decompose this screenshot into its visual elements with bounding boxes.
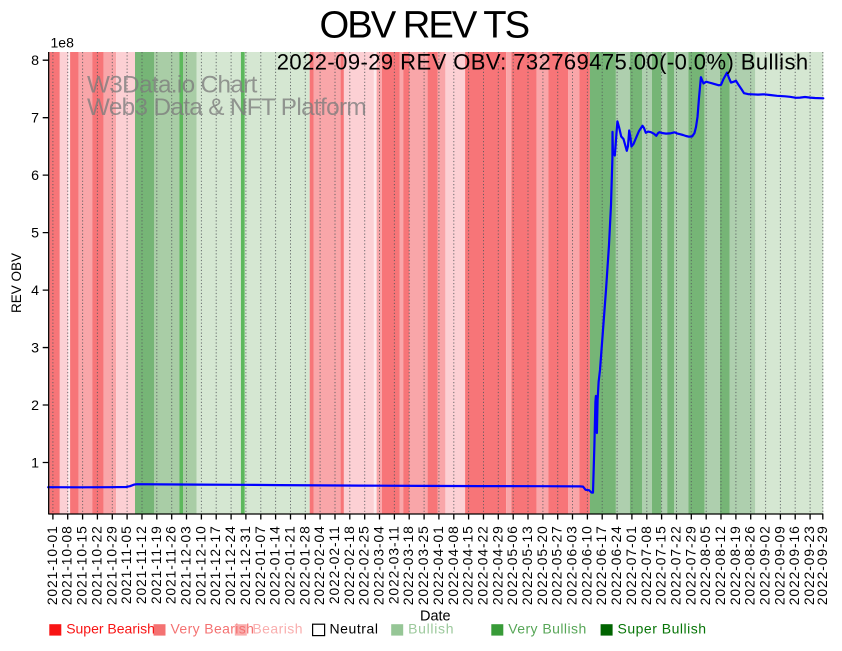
- svg-text:2022-05-13: 2022-05-13: [520, 525, 535, 605]
- svg-text:2022-08-26: 2022-08-26: [743, 525, 758, 605]
- svg-text:2022-07-01: 2022-07-01: [624, 525, 639, 605]
- svg-text:2022-04-15: 2022-04-15: [461, 525, 476, 605]
- svg-text:2021-11-26: 2021-11-26: [164, 525, 179, 604]
- svg-text:Very Bullish: Very Bullish: [508, 621, 587, 637]
- svg-text:2022-05-06: 2022-05-06: [505, 525, 520, 605]
- svg-text:2022-09-02: 2022-09-02: [758, 525, 773, 605]
- svg-text:2022-09-23: 2022-09-23: [802, 525, 817, 605]
- svg-text:W3Data.io Chart: W3Data.io Chart: [87, 71, 258, 98]
- svg-text:2022-09-16: 2022-09-16: [787, 525, 802, 605]
- svg-text:Neutral: Neutral: [330, 621, 379, 637]
- svg-text:2021-10-08: 2021-10-08: [60, 525, 75, 605]
- svg-text:1: 1: [31, 456, 39, 472]
- svg-text:2: 2: [31, 398, 39, 414]
- svg-text:2021-10-01: 2021-10-01: [45, 525, 60, 605]
- svg-text:Very Bearish: Very Bearish: [171, 621, 255, 637]
- svg-text:2022-07-29: 2022-07-29: [683, 525, 698, 605]
- svg-text:8: 8: [31, 53, 39, 69]
- svg-text:2022-03-04: 2022-03-04: [372, 525, 387, 605]
- svg-text:2022-06-17: 2022-06-17: [594, 525, 609, 605]
- svg-text:6: 6: [31, 168, 39, 184]
- svg-text:2021-11-19: 2021-11-19: [149, 525, 164, 604]
- svg-text:2021-12-31: 2021-12-31: [238, 525, 253, 605]
- svg-text:5: 5: [31, 226, 39, 242]
- svg-text:2022-02-04: 2022-02-04: [312, 525, 327, 605]
- svg-text:2022-03-18: 2022-03-18: [401, 525, 416, 605]
- svg-text:2022-09-29: 2022-09-29: [815, 525, 830, 605]
- svg-text:2022-08-05: 2022-08-05: [698, 525, 713, 605]
- svg-text:2022-01-28: 2022-01-28: [297, 525, 312, 605]
- svg-text:REV OBV: REV OBV: [9, 253, 24, 313]
- svg-text:2021-10-22: 2021-10-22: [89, 525, 104, 605]
- svg-text:2021-12-24: 2021-12-24: [223, 525, 238, 605]
- svg-text:2022-04-22: 2022-04-22: [476, 525, 491, 605]
- svg-text:2021-11-05: 2021-11-05: [119, 525, 134, 604]
- svg-text:2021-12-10: 2021-12-10: [193, 525, 208, 605]
- svg-text:2022-05-20: 2022-05-20: [535, 525, 550, 605]
- svg-text:2022-01-14: 2022-01-14: [268, 525, 283, 605]
- svg-text:2021-11-12: 2021-11-12: [134, 525, 149, 604]
- svg-text:2022-01-21: 2022-01-21: [283, 525, 298, 605]
- svg-text:2022-02-11: 2022-02-11: [327, 525, 342, 604]
- svg-text:Super Bullish: Super Bullish: [618, 621, 707, 637]
- svg-text:2022-02-25: 2022-02-25: [357, 525, 372, 605]
- svg-text:2022-06-24: 2022-06-24: [609, 525, 624, 605]
- svg-text:2022-04-01: 2022-04-01: [431, 525, 446, 605]
- svg-text:2021-10-15: 2021-10-15: [75, 525, 90, 605]
- svg-text:Web3 Data & NFT Platform: Web3 Data & NFT Platform: [87, 94, 366, 121]
- svg-text:3: 3: [31, 341, 39, 357]
- svg-text:Bearish: Bearish: [252, 621, 303, 637]
- svg-text:2021-12-17: 2021-12-17: [208, 525, 223, 605]
- svg-text:2022-03-25: 2022-03-25: [416, 525, 431, 605]
- svg-text:Bullish: Bullish: [408, 621, 454, 637]
- svg-text:2022-05-27: 2022-05-27: [550, 525, 565, 605]
- svg-text:2022-07-15: 2022-07-15: [654, 525, 669, 605]
- svg-text:2022-09-09: 2022-09-09: [772, 525, 787, 605]
- svg-text:2022-06-10: 2022-06-10: [579, 525, 594, 605]
- svg-text:2022-07-22: 2022-07-22: [669, 525, 684, 605]
- svg-text:4: 4: [31, 283, 39, 299]
- svg-text:2022-09-29 REV OBV: 732769475.: 2022-09-29 REV OBV: 732769475.00(-0.0%) …: [277, 49, 809, 74]
- svg-text:Super Bearish: Super Bearish: [66, 621, 155, 637]
- svg-text:2022-08-12: 2022-08-12: [713, 525, 728, 605]
- svg-text:2022-01-07: 2022-01-07: [253, 525, 268, 605]
- svg-text:7: 7: [31, 111, 39, 127]
- svg-text:2022-04-08: 2022-04-08: [446, 525, 461, 605]
- svg-text:OBV REV TS: OBV REV TS: [320, 4, 529, 47]
- svg-text:2022-06-03: 2022-06-03: [565, 525, 580, 605]
- svg-text:2022-04-29: 2022-04-29: [490, 525, 505, 605]
- svg-text:2022-08-19: 2022-08-19: [728, 525, 743, 605]
- svg-text:2022-03-11: 2022-03-11: [386, 525, 401, 604]
- svg-text:2022-02-18: 2022-02-18: [342, 525, 357, 605]
- svg-text:2021-12-03: 2021-12-03: [179, 525, 194, 605]
- svg-text:1e8: 1e8: [51, 35, 75, 51]
- svg-text:2022-07-08: 2022-07-08: [639, 525, 654, 605]
- svg-text:Date: Date: [420, 609, 451, 625]
- svg-text:2021-10-29: 2021-10-29: [104, 525, 119, 605]
